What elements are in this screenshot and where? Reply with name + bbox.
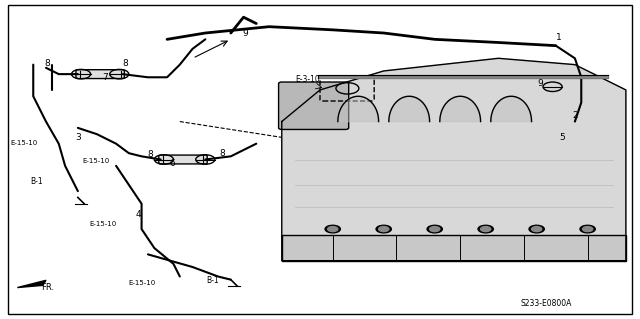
Polygon shape xyxy=(338,96,379,122)
Text: B-1: B-1 xyxy=(30,176,43,186)
Circle shape xyxy=(427,225,442,233)
Polygon shape xyxy=(17,280,46,287)
Text: E-3-10: E-3-10 xyxy=(295,75,320,84)
Circle shape xyxy=(376,225,392,233)
Circle shape xyxy=(429,226,440,232)
Polygon shape xyxy=(282,58,626,261)
Polygon shape xyxy=(491,96,532,122)
Circle shape xyxy=(580,225,595,233)
Circle shape xyxy=(478,225,493,233)
Text: E-15-10: E-15-10 xyxy=(10,140,37,146)
Circle shape xyxy=(325,225,340,233)
Text: 2: 2 xyxy=(572,111,578,120)
Circle shape xyxy=(529,225,544,233)
Text: B-1: B-1 xyxy=(207,276,220,285)
Circle shape xyxy=(532,226,541,232)
Text: 8: 8 xyxy=(123,59,129,68)
Text: FR.: FR. xyxy=(41,283,54,292)
Text: 5: 5 xyxy=(559,133,565,143)
Text: 9: 9 xyxy=(242,28,248,38)
Text: E-15-10: E-15-10 xyxy=(128,280,156,286)
FancyBboxPatch shape xyxy=(278,82,349,130)
Circle shape xyxy=(481,226,491,232)
Text: 8: 8 xyxy=(44,59,50,68)
Text: S233-E0800A: S233-E0800A xyxy=(520,299,572,308)
Text: 8: 8 xyxy=(147,150,153,159)
Text: 6: 6 xyxy=(170,159,175,168)
Text: 1: 1 xyxy=(556,33,562,42)
Text: 3: 3 xyxy=(75,133,81,142)
Circle shape xyxy=(582,226,593,232)
Polygon shape xyxy=(389,96,429,122)
Circle shape xyxy=(328,226,338,232)
Text: 4: 4 xyxy=(136,210,141,219)
Text: 9: 9 xyxy=(537,79,543,88)
Text: 8: 8 xyxy=(220,149,225,158)
FancyBboxPatch shape xyxy=(159,155,207,164)
Text: E-15-10: E-15-10 xyxy=(90,221,117,227)
Circle shape xyxy=(379,226,389,232)
Bar xyxy=(282,235,626,261)
Text: 7: 7 xyxy=(102,73,108,82)
Polygon shape xyxy=(440,96,481,122)
FancyBboxPatch shape xyxy=(76,70,124,78)
Text: E-15-10: E-15-10 xyxy=(82,158,109,164)
